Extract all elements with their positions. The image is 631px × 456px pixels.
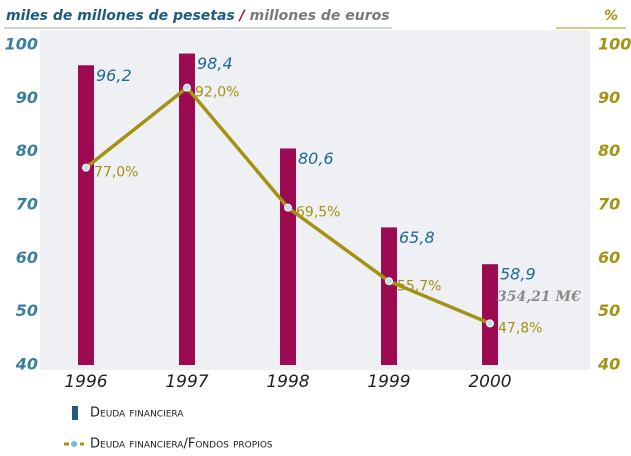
line-point — [183, 83, 191, 92]
bar — [280, 148, 296, 365]
y-tick-label: 60 — [16, 248, 38, 267]
y-tick-label: 100 — [5, 35, 38, 54]
bar-value-label: 65,8 — [399, 228, 435, 247]
x-tick-label: 1998 — [266, 372, 309, 392]
y-tick-label: 50 — [16, 301, 38, 320]
bar — [78, 65, 94, 366]
y2-tick-label: 60 — [598, 248, 620, 267]
y-tick-label: 80 — [16, 141, 38, 160]
line-point — [82, 163, 90, 172]
bar-value-label: 96,2 — [96, 66, 132, 85]
legend-label: Deuda financiera/Fondos propios — [90, 437, 273, 452]
chart-title: miles de millones de pesetas / millones … — [6, 8, 390, 24]
legend-swatch-point — [71, 441, 77, 447]
y-tick-label: 90 — [16, 88, 38, 107]
bar — [482, 264, 498, 365]
legend-swatch — [72, 406, 78, 420]
line-value-label: 55,7% — [397, 278, 441, 294]
plot-background — [40, 30, 590, 370]
bar-value-label: 58,9 — [500, 265, 536, 284]
y2-tick-label: 70 — [598, 195, 620, 214]
line-value-label: 69,5% — [296, 205, 340, 221]
bar-value-label: 80,6 — [298, 149, 334, 168]
x-tick-label: 1996 — [64, 372, 107, 392]
x-tick-label: 1997 — [165, 372, 208, 392]
line-point — [486, 319, 494, 328]
bar — [179, 53, 195, 366]
y-tick-label: 70 — [16, 195, 38, 214]
line-value-label: 92,0% — [195, 85, 239, 101]
y2-tick-label: 80 — [598, 141, 620, 160]
y2-tick-label: 100 — [598, 35, 631, 54]
line-point — [284, 203, 292, 212]
title-separator: / — [238, 8, 247, 24]
x-tick-label: 1999 — [367, 372, 410, 392]
y2-tick-label: 50 — [598, 301, 620, 320]
bar-value-label: 98,4 — [197, 54, 233, 73]
y-tick-label: 40 — [15, 355, 38, 374]
y2-tick-label: 90 — [598, 88, 620, 107]
annotation: 354,21 M€ — [497, 289, 581, 305]
y2-axis-label: % — [604, 8, 618, 24]
subtitle: millones de euros — [250, 8, 390, 24]
y2-tick-label: 40 — [597, 355, 620, 374]
line-point — [385, 277, 393, 286]
bar — [381, 227, 397, 365]
line-value-label: 47,8% — [498, 320, 542, 336]
line-value-label: 77,0% — [94, 165, 138, 181]
x-tick-label: 2000 — [468, 372, 511, 392]
title-main: miles de millones de pesetas — [6, 8, 235, 24]
legend-label: Deuda financiera — [90, 406, 184, 421]
